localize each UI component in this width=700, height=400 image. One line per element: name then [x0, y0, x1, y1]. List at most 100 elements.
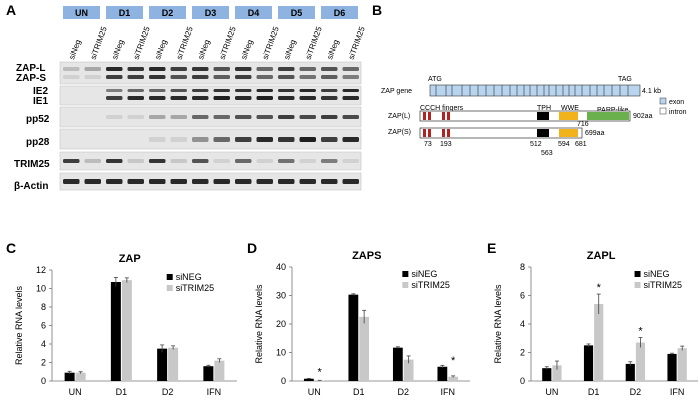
row-label-zap-s: ZAP-S	[16, 73, 46, 84]
blot-band	[256, 89, 273, 92]
blot-band	[192, 137, 209, 142]
bar	[677, 348, 687, 381]
bar	[552, 365, 562, 381]
x-tick-label: IFN	[207, 387, 222, 397]
x-tick-label: D2	[630, 387, 642, 397]
bar	[348, 294, 359, 381]
intron-legend-label: intron	[669, 109, 687, 116]
group-header-label: UN	[75, 8, 88, 18]
group-header-label: D1	[119, 8, 131, 18]
bar	[583, 345, 594, 381]
x-tick-label: IFN	[670, 387, 685, 397]
domain-label-parp: PARP-like	[597, 107, 628, 114]
blot-band	[127, 75, 144, 79]
zaps-ccch-finger-1	[423, 129, 426, 137]
blot-band	[299, 96, 316, 100]
blot-band	[342, 179, 359, 184]
blot-band	[170, 89, 187, 92]
blot-band	[63, 159, 80, 163]
chart-title: ZAP	[119, 253, 141, 265]
row-label-ie2: IE2	[33, 86, 48, 97]
blot-band	[213, 75, 230, 79]
blot-band	[299, 159, 316, 163]
legend-swatch	[402, 271, 409, 277]
tag-label: TAG	[618, 76, 632, 83]
blot-band	[256, 96, 273, 100]
x-tick-label: D2	[397, 387, 409, 397]
blot-band	[213, 96, 230, 100]
legend-swatch	[402, 282, 409, 288]
blot-band	[84, 179, 101, 184]
blot-band	[235, 96, 252, 100]
blot-band	[63, 67, 80, 71]
panel-letter-e: E	[487, 240, 496, 256]
zapl-parp-domain	[587, 112, 629, 120]
blot-band	[84, 159, 101, 163]
chart-zaps: ZAPS Relative RNA levels 0 10 20 30 40 UN * D1 D2 I…	[254, 250, 470, 397]
lane-label: siTRIM25	[304, 25, 324, 61]
atg-label: ATG	[428, 76, 442, 83]
intron-legend-swatch	[659, 107, 667, 115]
significance-marker: *	[318, 367, 323, 379]
lane-label: siTRIM25	[347, 25, 367, 61]
zapl-ccch-finger-1	[423, 112, 426, 120]
blot-band	[170, 96, 187, 100]
blot-band	[342, 115, 359, 119]
blot-band	[342, 137, 359, 142]
y-tick-label: 0	[41, 376, 46, 386]
blot-band	[149, 89, 166, 92]
lane-label: siNeg	[67, 38, 82, 60]
y-tick-label: 40	[276, 262, 286, 272]
zaps-ccch-finger-2	[428, 129, 431, 137]
row-label-pp52: pp52	[26, 114, 50, 125]
lane-label: siNeg	[110, 38, 125, 60]
zapl-ccch-finger-4	[447, 112, 450, 120]
group-header-label: D4	[248, 8, 260, 18]
y-tick-label: 2	[41, 358, 46, 368]
blot-band	[321, 137, 338, 142]
blot-band	[278, 115, 295, 119]
y-tick-label: 8	[520, 262, 525, 272]
blot-band	[106, 89, 123, 92]
bar	[437, 366, 448, 381]
blot-band	[321, 179, 338, 184]
blot-band	[235, 75, 252, 79]
blot-strip	[59, 61, 362, 85]
legend-label: siTRIM25	[176, 283, 215, 293]
legend-label: siNEG	[176, 272, 202, 282]
zaps-wwe-domain	[559, 129, 578, 137]
blot-band	[127, 96, 144, 100]
blot-band	[278, 75, 295, 79]
blot-band	[127, 89, 144, 92]
blot-band	[127, 67, 144, 71]
blot-band	[235, 89, 252, 92]
x-tick-label: UN	[308, 387, 321, 397]
panel-letter-a: A	[6, 2, 16, 18]
blot-strip	[59, 106, 362, 128]
blot-band	[278, 137, 295, 142]
bar	[110, 282, 121, 381]
blot-band	[256, 159, 273, 163]
blot-band	[342, 75, 359, 79]
blot-band	[192, 179, 209, 184]
y-tick-label: 10	[36, 284, 46, 294]
blot-band	[84, 67, 101, 71]
group-header-box	[106, 6, 143, 19]
lane-label: siNeg	[196, 38, 211, 60]
western-blot-panel: UN D1 D2 D3 D4 D5 D6 siNeg siTRIM25 siNeg siTRIM2…	[14, 6, 367, 192]
domain-label-wwe: WWE	[561, 105, 579, 112]
blot-band	[170, 67, 187, 71]
group-header-label: D6	[334, 8, 346, 18]
x-tick-label: UN	[545, 387, 558, 397]
y-tick-label: 4	[41, 339, 46, 349]
blot-band	[321, 115, 338, 119]
zaps-label: ZAP(S)	[388, 129, 411, 136]
y-tick-label: 4	[520, 319, 525, 329]
blot-band	[106, 67, 123, 71]
x-tick-label: D1	[588, 387, 600, 397]
blot-band	[106, 159, 123, 163]
legend-swatch	[166, 285, 173, 291]
blot-band	[106, 75, 123, 79]
x-tick-label: IFN	[441, 387, 456, 397]
chart-zap: ZAP Relative RNA levels 0 2 4 6 8 10 12 UN D1 D2 IFN…	[14, 253, 237, 397]
